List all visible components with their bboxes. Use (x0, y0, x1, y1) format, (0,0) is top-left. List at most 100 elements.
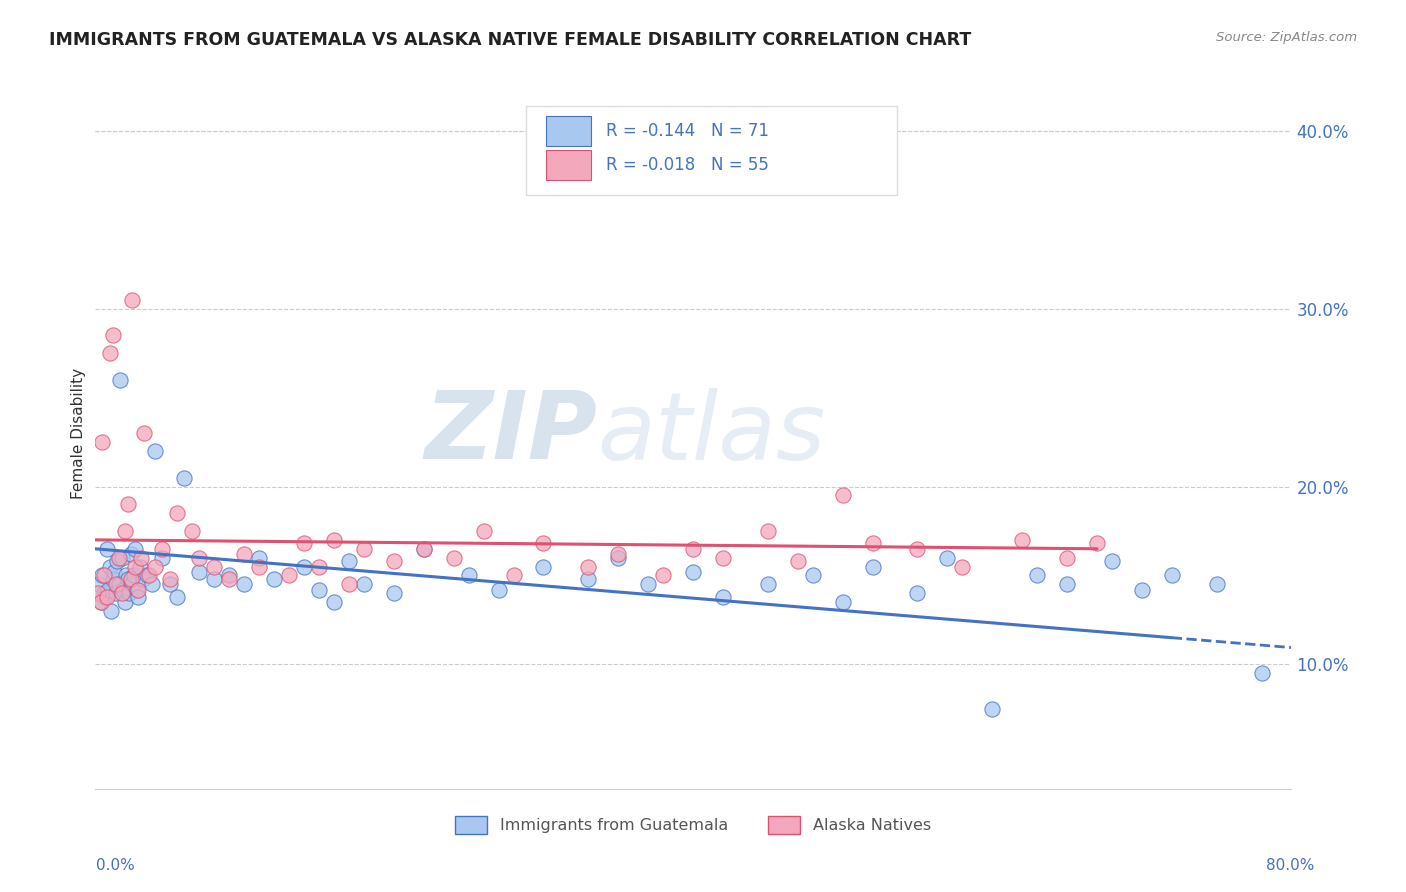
Point (121, 293, 143, 307)
Point (129, 550, 152, 565)
Point (114, 524, 136, 538)
Point (1160, 568, 1182, 582)
Point (91, 435, 114, 450)
Point (111, 586, 134, 600)
Point (114, 595, 136, 609)
Point (981, 702, 1004, 716)
Point (382, 586, 405, 600)
Point (247, 550, 270, 565)
Point (132, 426, 155, 441)
Point (412, 541, 434, 556)
Point (188, 565, 211, 579)
Point (101, 328, 124, 343)
Point (711, 550, 734, 565)
Point (112, 582, 135, 597)
Point (801, 568, 824, 582)
Point (1101, 554, 1123, 568)
Point (323, 533, 346, 547)
Point (488, 582, 510, 597)
Point (98, 346, 121, 360)
Point (308, 582, 330, 597)
Point (756, 577, 779, 591)
Point (202, 559, 225, 574)
Point (150, 550, 173, 565)
Point (682, 565, 704, 579)
Point (1056, 550, 1078, 565)
Point (121, 577, 143, 591)
Point (1205, 577, 1227, 591)
FancyBboxPatch shape (526, 106, 897, 194)
Point (124, 559, 146, 574)
Point (91, 568, 114, 582)
Point (607, 550, 630, 565)
Point (136, 568, 159, 582)
Point (907, 541, 929, 556)
Point (118, 586, 141, 600)
Point (1056, 577, 1078, 591)
Point (292, 559, 315, 574)
Point (353, 541, 375, 556)
Point (682, 541, 704, 556)
Point (412, 541, 434, 556)
Point (607, 547, 630, 561)
Point (115, 568, 138, 582)
Text: 0.0%: 0.0% (96, 858, 135, 872)
Point (831, 595, 853, 609)
Point (233, 577, 256, 591)
Point (1130, 582, 1153, 597)
Point (143, 444, 166, 458)
Point (1011, 533, 1033, 547)
Point (831, 488, 853, 502)
Point (936, 550, 959, 565)
Point (107, 577, 129, 591)
Point (100, 604, 122, 618)
Legend: Immigrants from Guatemala, Alaska Natives: Immigrants from Guatemala, Alaska Native… (456, 816, 931, 834)
Point (652, 568, 675, 582)
Point (159, 577, 181, 591)
Point (502, 568, 524, 582)
Text: R = -0.144   N = 71: R = -0.144 N = 71 (606, 122, 769, 140)
Point (233, 547, 256, 561)
Point (150, 541, 173, 556)
Point (96, 541, 118, 556)
Point (90, 595, 112, 609)
Point (862, 536, 884, 550)
Point (97, 582, 120, 597)
Point (101, 572, 124, 586)
Point (120, 547, 142, 561)
Point (576, 559, 599, 574)
Point (950, 559, 973, 574)
Text: IMMIGRANTS FROM GUATEMALA VS ALASKA NATIVE FEMALE DISABILITY CORRELATION CHART: IMMIGRANTS FROM GUATEMALA VS ALASKA NATI… (49, 31, 972, 49)
Point (263, 572, 285, 586)
Point (93, 568, 115, 582)
Point (1026, 568, 1049, 582)
Point (128, 559, 150, 574)
Point (472, 524, 495, 538)
Point (120, 572, 142, 586)
Point (218, 572, 240, 586)
Text: Source: ZipAtlas.com: Source: ZipAtlas.com (1216, 31, 1357, 45)
Point (104, 577, 127, 591)
Point (1250, 666, 1272, 681)
Point (576, 572, 599, 586)
Point (96, 590, 118, 604)
Point (533, 559, 555, 574)
Point (308, 559, 330, 574)
Point (382, 554, 405, 568)
Point (86, 586, 108, 600)
Point (353, 577, 375, 591)
Point (188, 550, 211, 565)
Point (862, 559, 884, 574)
Bar (546, 150, 592, 180)
Point (103, 565, 125, 579)
Point (166, 506, 188, 520)
Point (218, 568, 240, 582)
Point (127, 582, 149, 597)
Point (292, 536, 315, 550)
Point (247, 559, 270, 574)
Point (124, 541, 146, 556)
Point (117, 497, 139, 511)
Bar (546, 116, 592, 145)
Text: ZIP: ZIP (425, 387, 598, 479)
Point (131, 572, 153, 586)
